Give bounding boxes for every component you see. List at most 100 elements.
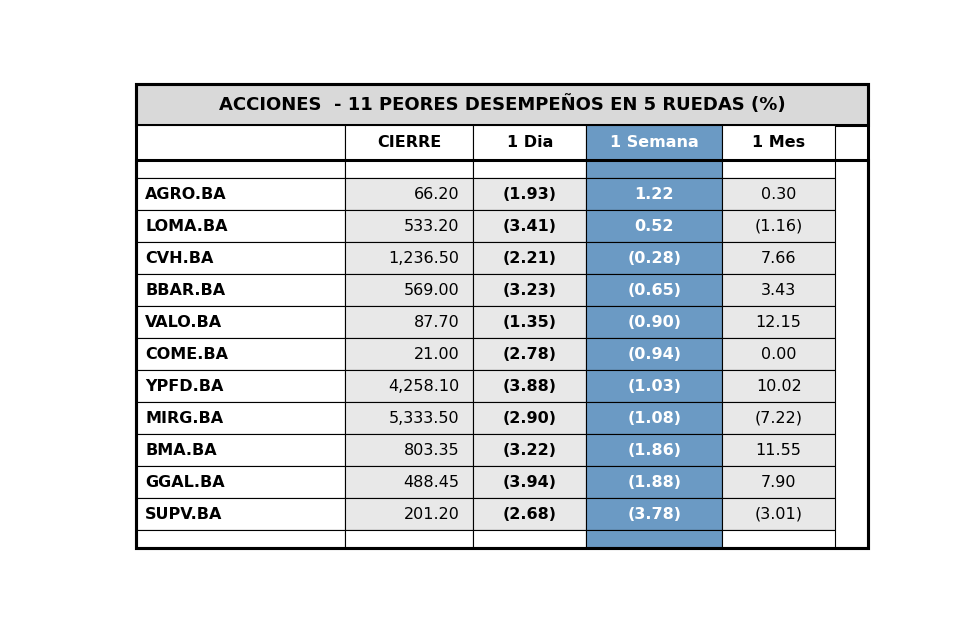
- Text: MIRG.BA: MIRG.BA: [145, 411, 223, 426]
- Text: 0.00: 0.00: [760, 347, 797, 362]
- Text: (3.23): (3.23): [503, 283, 557, 298]
- Bar: [136, 530, 345, 548]
- Text: 0.52: 0.52: [634, 218, 674, 233]
- Bar: [345, 210, 473, 242]
- Text: BBAR.BA: BBAR.BA: [145, 283, 225, 298]
- Bar: [473, 338, 586, 370]
- Bar: [586, 274, 722, 306]
- Text: (2.78): (2.78): [503, 347, 557, 362]
- Bar: [136, 210, 345, 242]
- Text: LOMA.BA: LOMA.BA: [145, 218, 227, 233]
- Text: (0.94): (0.94): [627, 347, 681, 362]
- Bar: [586, 530, 722, 548]
- Text: CIERRE: CIERRE: [376, 135, 441, 150]
- Bar: [473, 178, 586, 210]
- Bar: [345, 434, 473, 466]
- Text: SUPV.BA: SUPV.BA: [145, 507, 222, 522]
- Bar: [345, 370, 473, 403]
- Bar: [473, 498, 586, 530]
- Bar: [722, 530, 835, 548]
- Text: 5,333.50: 5,333.50: [389, 411, 460, 426]
- Bar: [345, 338, 473, 370]
- Text: 66.20: 66.20: [414, 187, 460, 202]
- Text: GGAL.BA: GGAL.BA: [145, 475, 225, 490]
- Bar: [136, 160, 868, 548]
- Text: ACCIONES  - 11 PEORES DESEMPEÑOS EN 5 RUEDAS (%): ACCIONES - 11 PEORES DESEMPEÑOS EN 5 RUE…: [219, 95, 786, 114]
- Text: 12.15: 12.15: [756, 315, 802, 330]
- Text: (1.08): (1.08): [627, 411, 681, 426]
- Bar: [345, 466, 473, 498]
- Text: (0.28): (0.28): [627, 250, 681, 265]
- Text: (1.86): (1.86): [627, 443, 681, 458]
- Text: (3.88): (3.88): [503, 379, 557, 394]
- Bar: [345, 530, 473, 548]
- Text: 533.20: 533.20: [404, 218, 460, 233]
- Text: 1 Dia: 1 Dia: [507, 135, 553, 150]
- Bar: [586, 210, 722, 242]
- Text: 1 Mes: 1 Mes: [752, 135, 806, 150]
- Text: 87.70: 87.70: [414, 315, 460, 330]
- Bar: [345, 274, 473, 306]
- Text: (1.93): (1.93): [503, 187, 557, 202]
- Text: (1.35): (1.35): [503, 315, 557, 330]
- Bar: [136, 466, 345, 498]
- Text: (1.03): (1.03): [627, 379, 681, 394]
- Bar: [722, 242, 835, 274]
- Text: (1.16): (1.16): [755, 218, 803, 233]
- Text: 1 Semana: 1 Semana: [610, 135, 699, 150]
- Text: 1.22: 1.22: [634, 187, 674, 202]
- Bar: [136, 370, 345, 403]
- Bar: [136, 178, 345, 210]
- Text: 0.30: 0.30: [760, 187, 797, 202]
- Bar: [473, 125, 586, 160]
- Text: 1,236.50: 1,236.50: [388, 250, 460, 265]
- Bar: [345, 125, 473, 160]
- Bar: [473, 210, 586, 242]
- Bar: [345, 160, 473, 178]
- Bar: [586, 498, 722, 530]
- Bar: [136, 338, 345, 370]
- Bar: [722, 306, 835, 338]
- Text: (2.21): (2.21): [503, 250, 557, 265]
- Bar: [345, 242, 473, 274]
- Text: 569.00: 569.00: [404, 283, 460, 298]
- Text: (0.65): (0.65): [627, 283, 681, 298]
- Bar: [586, 242, 722, 274]
- Text: (2.68): (2.68): [503, 507, 557, 522]
- Bar: [722, 403, 835, 434]
- Bar: [136, 242, 345, 274]
- Bar: [586, 434, 722, 466]
- Text: (7.22): (7.22): [755, 411, 803, 426]
- Bar: [136, 274, 345, 306]
- Bar: [586, 178, 722, 210]
- Text: (3.41): (3.41): [503, 218, 557, 233]
- Text: 4,258.10: 4,258.10: [388, 379, 460, 394]
- Bar: [473, 466, 586, 498]
- Bar: [473, 274, 586, 306]
- Bar: [586, 403, 722, 434]
- Text: COME.BA: COME.BA: [145, 347, 228, 362]
- Bar: [722, 125, 835, 160]
- Bar: [722, 210, 835, 242]
- Bar: [586, 306, 722, 338]
- Bar: [345, 178, 473, 210]
- Bar: [136, 84, 868, 125]
- Text: 3.43: 3.43: [761, 283, 797, 298]
- Bar: [722, 338, 835, 370]
- Bar: [722, 178, 835, 210]
- Bar: [136, 434, 345, 466]
- Text: 488.45: 488.45: [404, 475, 460, 490]
- Bar: [345, 498, 473, 530]
- Bar: [722, 498, 835, 530]
- Text: 803.35: 803.35: [404, 443, 460, 458]
- Bar: [473, 370, 586, 403]
- Text: (1.88): (1.88): [627, 475, 681, 490]
- Text: (2.90): (2.90): [503, 411, 557, 426]
- Text: YPFD.BA: YPFD.BA: [145, 379, 223, 394]
- Bar: [345, 403, 473, 434]
- Bar: [473, 530, 586, 548]
- Bar: [722, 434, 835, 466]
- Text: 11.55: 11.55: [756, 443, 802, 458]
- Bar: [136, 403, 345, 434]
- Bar: [345, 306, 473, 338]
